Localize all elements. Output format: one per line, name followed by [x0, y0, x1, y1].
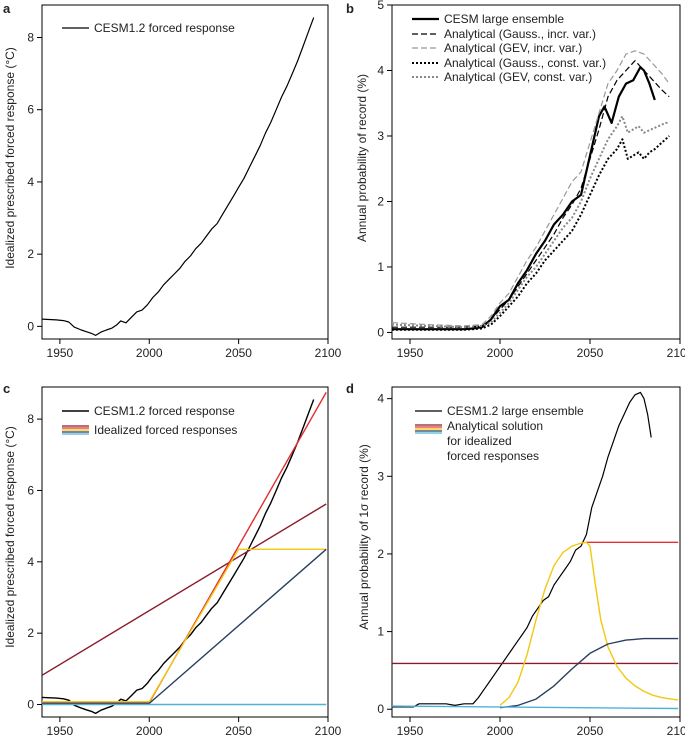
legend-label-d-cesm: CESM1.2 large ensemble — [447, 404, 584, 418]
y-tick-label-c-1: 2 — [27, 626, 34, 640]
legend-label-c-cesm: CESM1.2 forced response — [94, 404, 235, 418]
y-tick-label-c-4: 8 — [27, 412, 34, 426]
y-tick-label-d-3: 3 — [377, 469, 384, 483]
plot-frame-a — [41, 4, 329, 340]
legend-label-b-gev-incr: Analytical (GEV, incr. var.) — [444, 41, 582, 55]
x-tick-label-d-0: 1950 — [397, 724, 424, 738]
y-tick-label-b-3: 3 — [377, 129, 384, 143]
series-line-d-5 — [392, 705, 679, 710]
y-tick-label-d-1: 1 — [377, 625, 384, 639]
series-line-c-2 — [42, 392, 327, 704]
x-tick-label-c-2: 2050 — [225, 724, 252, 738]
y-tick-label-d-2: 2 — [377, 547, 384, 561]
series-line-b-2 — [392, 50, 670, 327]
y-tick-label-a-2: 4 — [27, 175, 34, 189]
plot-frame-d — [391, 386, 681, 718]
series-line-c-1 — [42, 503, 327, 676]
panel-c: 1950 2000 2050 2100 0 2 4 6 8 — [27, 386, 342, 738]
y-tick-label-c-2: 4 — [27, 555, 34, 569]
series-line-d-3 — [499, 541, 679, 706]
panel-b: 1950 2000 2050 2100 0 1 2 3 4 5 — [377, 0, 685, 360]
plot-frame-b — [391, 4, 681, 340]
legend-label-b-gauss-incr: Analytical (Gauss., incr. var.) — [444, 27, 596, 41]
series-line-d-4 — [499, 637, 679, 709]
x-tick-label-b-0: 1950 — [397, 346, 424, 360]
y-axis-title-c: Idealized prescribed forced response (°C… — [3, 426, 17, 648]
x-tick-label-b-2: 2050 — [577, 346, 604, 360]
legend-swatch-d-analytical — [415, 424, 442, 434]
legend-d: CESM1.2 large ensemble Analytical soluti… — [415, 404, 584, 463]
legend-label-b-gauss-const: Analytical (Gauss., const. var.) — [444, 56, 606, 70]
y-tick-label-b-2: 2 — [377, 194, 384, 208]
y-tick-label-a-0: 0 — [27, 319, 34, 333]
y-tick-label-a-3: 6 — [27, 103, 34, 117]
legend-b: CESM large ensemble Analytical (Gauss., … — [412, 12, 606, 84]
y-tick-label-b-4: 4 — [377, 63, 384, 77]
legend-label-d-analytical-2: for idealized — [447, 434, 512, 448]
y-tick-label-d-4: 4 — [377, 392, 384, 406]
y-tick-label-b-0: 0 — [377, 325, 384, 339]
legend-label-d-analytical-1: Analytical solution — [447, 419, 543, 433]
x-tick-label-b-1: 2000 — [487, 346, 514, 360]
y-tick-label-b-5: 5 — [377, 0, 384, 12]
series-line-c-0 — [42, 399, 315, 715]
y-tick-label-a-1: 2 — [27, 247, 34, 261]
y-tick-label-d-0: 0 — [377, 702, 384, 716]
x-tick-label-d-1: 2000 — [487, 724, 514, 738]
legend-swatch-c-idealized — [62, 425, 89, 435]
panel-letter-a: a — [3, 1, 11, 16]
series-line-b-4 — [392, 115, 670, 329]
plot-frame-c — [41, 386, 329, 718]
y-tick-label-b-1: 1 — [377, 260, 384, 274]
panel-letter-b: b — [346, 1, 354, 16]
panel-a: 1950 2000 2050 2100 0 2 4 6 8 — [27, 4, 342, 360]
y-tick-label-c-3: 6 — [27, 483, 34, 497]
y-axis-title-b: Annual probability of record (%) — [355, 74, 369, 242]
legend-c: CESM1.2 forced response Idealized forced… — [62, 404, 237, 437]
x-tick-label-c-3: 2100 — [315, 724, 342, 738]
series-line-d-0 — [392, 391, 652, 708]
x-tick-label-d-3: 2100 — [667, 724, 685, 738]
y-axis-title-d: Annual probability of 1σ record (%) — [357, 444, 371, 630]
y-tick-label-a-4: 8 — [27, 30, 34, 44]
x-tick-label-d-2: 2050 — [577, 724, 604, 738]
y-axis-title-a: Idealized prescribed forced response (°C… — [3, 47, 17, 269]
x-tick-label-a-0: 1950 — [47, 346, 74, 360]
x-tick-label-b-3: 2100 — [667, 346, 685, 360]
y-tick-label-c-0: 0 — [27, 698, 34, 712]
x-tick-label-c-1: 2000 — [136, 724, 163, 738]
series-line-a-0 — [42, 17, 315, 336]
panel-d: 1950 2000 2050 2100 0 1 2 3 4 — [377, 386, 685, 738]
legend-a: CESM1.2 forced response — [62, 21, 235, 35]
series-line-b-3 — [392, 135, 670, 331]
legend-label-d-analytical-3: forced responses — [447, 449, 539, 463]
x-tick-label-a-3: 2100 — [315, 346, 342, 360]
legend-label-a-cesm: CESM1.2 forced response — [94, 21, 235, 35]
series-line-c-4 — [42, 548, 327, 705]
x-tick-label-a-1: 2000 — [136, 346, 163, 360]
series-line-c-3 — [42, 548, 327, 703]
x-tick-label-a-2: 2050 — [225, 346, 252, 360]
x-tick-label-c-0: 1950 — [47, 724, 74, 738]
legend-label-c-idealized: Idealized forced responses — [94, 423, 237, 437]
panel-letter-d: d — [346, 381, 354, 396]
series-line-b-0 — [392, 66, 656, 331]
panel-letter-c: c — [3, 381, 10, 396]
legend-label-b-gev-const: Analytical (GEV, const. var.) — [444, 70, 592, 84]
series-line-b-1 — [392, 60, 670, 328]
legend-label-b-cesm: CESM large ensemble — [444, 12, 564, 26]
